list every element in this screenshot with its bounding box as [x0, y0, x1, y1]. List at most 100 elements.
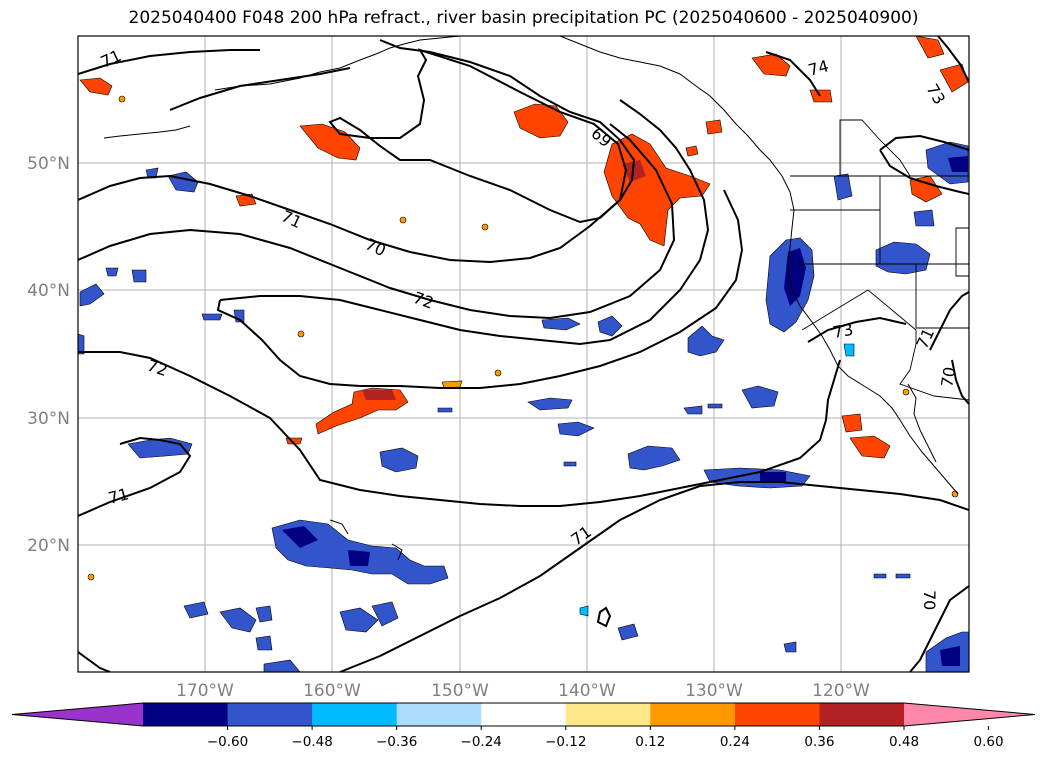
positive-area [809, 89, 833, 103]
contour-label: 70 [937, 365, 959, 388]
negative-area [201, 313, 223, 321]
map-frame [77, 35, 970, 673]
positive-area [622, 160, 646, 182]
positive-area [902, 388, 910, 396]
positive-area [951, 490, 959, 498]
colorbar-tick-label: 0.60 [974, 734, 1004, 750]
contour-label: 72 [145, 356, 170, 380]
negative-area [131, 269, 147, 283]
negative-area [255, 605, 273, 623]
positive-area [297, 330, 305, 338]
colorbar-tick-label: 0.48 [889, 734, 919, 750]
longitude-labels: 170°W 160°W 150°W 140°W 130°W 120°W [176, 681, 870, 701]
positive-area [915, 36, 945, 59]
lat-label: 50°N [27, 154, 70, 174]
colorbar-tick-label: 0.12 [635, 734, 665, 750]
contour-label: 72 [411, 288, 437, 313]
positive-area [705, 119, 723, 135]
negative-area [145, 167, 159, 179]
colorbar-tick-label: −0.36 [376, 734, 417, 750]
negative-area [579, 605, 589, 617]
colorbar-segment [481, 703, 567, 726]
negative-area [282, 526, 318, 548]
negative-area [687, 325, 725, 357]
negative-area [263, 659, 301, 672]
colorbar-tick-label: −0.48 [291, 734, 332, 750]
colorbar: −0.60 −0.48 −0.36 −0.24 −0.12 0.12 0.24 0.36 0.4… [11, 702, 1036, 750]
contour-label: 71 [98, 46, 124, 72]
negative-area [913, 209, 935, 227]
lon-label: 140°W [558, 681, 616, 701]
positive-area [603, 133, 711, 247]
negative-area [255, 635, 273, 651]
positive-area [362, 390, 396, 400]
lon-label: 170°W [176, 681, 234, 701]
contour-label: 71 [106, 484, 131, 508]
colorbar-segment [565, 703, 651, 726]
positive-area [441, 380, 463, 389]
colorbar-extension-high [904, 703, 1035, 726]
negative-area [783, 641, 797, 653]
negative-area [895, 573, 911, 579]
contour-label: 74 [806, 56, 831, 80]
colorbar-segment [819, 703, 905, 726]
colorbar-segment [396, 703, 482, 726]
negative-area [437, 407, 453, 413]
positive-area [481, 223, 489, 231]
negative-area [167, 171, 199, 193]
positive-area [513, 103, 569, 139]
colorbar-tick-label: −0.60 [207, 734, 248, 750]
negative-area [219, 607, 257, 633]
contour-label: 70 [920, 590, 939, 610]
negative-area [760, 472, 786, 482]
refractivity-contours [78, 36, 969, 672]
negative-area [557, 421, 595, 437]
colorbar-segment [312, 703, 398, 726]
contour-label: 71 [278, 206, 304, 232]
negative-area [925, 141, 969, 185]
negative-area [833, 173, 853, 201]
lon-label: 130°W [685, 681, 743, 701]
positive-area [849, 435, 891, 459]
colorbar-outline [11, 702, 1036, 727]
negative-area [339, 607, 379, 633]
gridlines [78, 36, 969, 672]
negative-area [563, 461, 577, 467]
state-borders [790, 119, 969, 401]
negative-area [873, 573, 887, 579]
colorbar-segment [227, 703, 313, 726]
colorbar-segment [143, 703, 229, 726]
negative-area [940, 646, 960, 666]
lat-label: 20°N [27, 536, 70, 556]
colorbar-tick-label: 0.36 [804, 734, 834, 750]
contour-label: 71 [912, 325, 938, 351]
negative-area [617, 623, 639, 641]
contour-label: 73 [923, 81, 950, 108]
lat-label: 30°N [27, 409, 70, 429]
lat-label: 40°N [27, 281, 70, 301]
colorbar-segment [734, 703, 820, 726]
negative-area [105, 267, 119, 277]
negative-area [527, 397, 573, 411]
negative-area [78, 333, 85, 355]
positive-area [909, 175, 943, 203]
colorbar-tick-label: 0.24 [720, 734, 750, 750]
positive-area [79, 77, 113, 96]
negative-area [183, 601, 209, 619]
negative-area [379, 447, 419, 473]
positive-area [118, 95, 126, 103]
map-title: 2025040400 F048 200 hPa refract., river … [128, 8, 919, 28]
positive-area [494, 369, 502, 377]
positive-area [299, 123, 361, 161]
lon-label: 120°W [812, 681, 870, 701]
lon-label: 160°W [303, 681, 361, 701]
negative-area [875, 241, 931, 275]
negative-area [371, 601, 399, 627]
negative-area [541, 317, 581, 331]
negative-area [79, 283, 105, 307]
positive-area [399, 216, 407, 224]
positive-area [87, 573, 95, 581]
colorbar-tick-label: −0.24 [461, 734, 502, 750]
negative-area [707, 403, 723, 409]
